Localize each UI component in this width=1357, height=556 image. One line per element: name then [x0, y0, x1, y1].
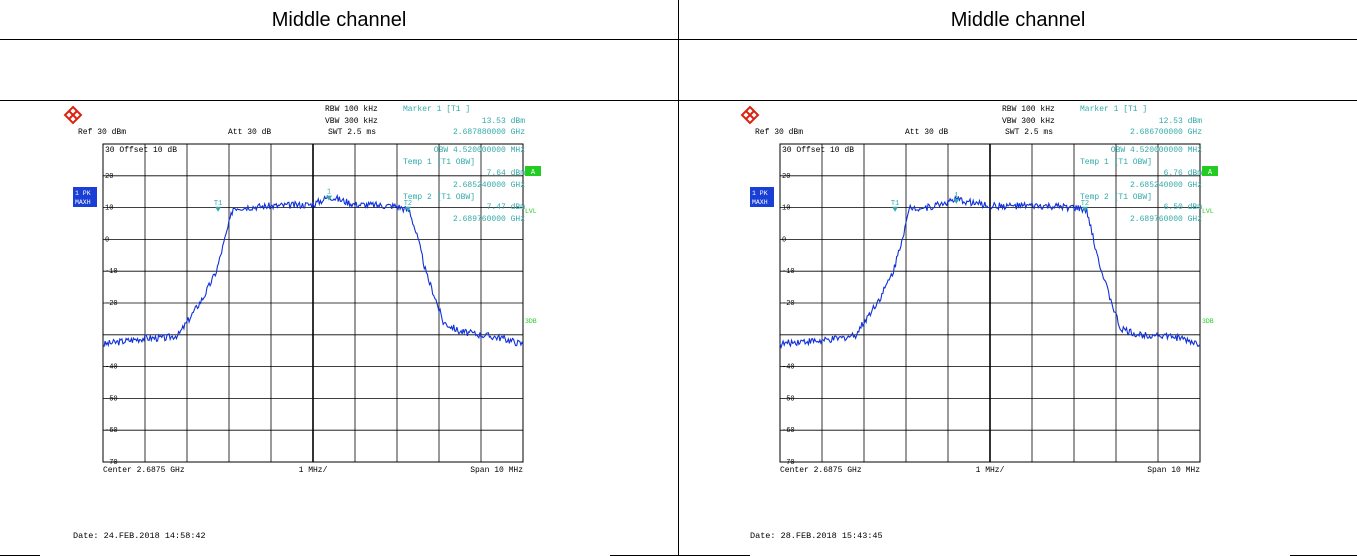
- y-tick-label: -60: [782, 427, 795, 435]
- temp1-freq: 2.685240000 GHz: [453, 181, 525, 190]
- swt-setting: SWT 2.5 ms: [1005, 128, 1053, 137]
- vbw-setting: VBW 300 kHz: [1002, 117, 1055, 126]
- spectrum-plot-right: Ref 30 dBm Att 30 dB RBW 100 kHz VBW 300 kH…: [705, 101, 1355, 556]
- marker-freq: 2.686700000 GHz: [1130, 128, 1202, 137]
- marker-triangle-icon: [892, 206, 899, 212]
- spectrum-svg: Ref 30 dBm Att 30 dB RBW 100 kHz VBW 300 kH…: [740, 105, 1218, 541]
- 3db-label: 3DB: [525, 318, 537, 325]
- y-tick-label: 20: [105, 173, 113, 181]
- temp2-freq: 2.689760000 GHz: [1130, 215, 1202, 224]
- temp1-level: 6.76 dBm: [1164, 169, 1203, 178]
- trace-badge-line1: 1 PK: [752, 190, 768, 197]
- trigger-badge-label: A: [1208, 169, 1213, 177]
- marker-label: T2: [1081, 200, 1089, 208]
- trace-badge-line2: MAXH: [75, 199, 91, 206]
- rbw-setting: RBW 100 kHz: [1002, 105, 1055, 114]
- ref-level: Ref 30 dBm: [755, 128, 803, 137]
- trigger-badge-label: A: [531, 169, 536, 177]
- header-right: Middle channel: [679, 0, 1357, 40]
- y-tick-label: 10: [105, 205, 113, 213]
- date-stamp: Date: 24.FEB.2018 14:58:42: [73, 531, 206, 541]
- y-tick-label: -40: [105, 364, 118, 372]
- plot-grid: [779, 143, 1201, 463]
- marker-label: T1: [891, 200, 899, 208]
- rs-logo-icon: [740, 105, 760, 125]
- y-tick-label: -70: [782, 459, 795, 467]
- attenuation: Att 30 dB: [228, 128, 271, 137]
- temp1-freq: 2.685240000 GHz: [1130, 181, 1202, 190]
- marker-level: 12.53 dBm: [1159, 117, 1202, 126]
- marker-triangle-icon: [953, 198, 960, 204]
- plot-grid: [102, 143, 524, 463]
- spectrum-trace: [779, 194, 1201, 350]
- temp2-title: Temp 2 [T1 OBW]: [1080, 193, 1152, 202]
- trace-badge-line2: MAXH: [752, 199, 768, 206]
- trace-badge: 1 PK MAXH: [750, 187, 774, 207]
- marker-triangle-icon: [215, 206, 222, 212]
- y-tick-label: 10: [782, 205, 790, 213]
- y-tick-label: -60: [105, 427, 118, 435]
- date-stamp: Date: 28.FEB.2018 15:43:45: [750, 531, 883, 541]
- y-tick-label: -70: [105, 459, 118, 467]
- ref-level: Ref 30 dBm: [78, 128, 126, 137]
- marker-triangle-icon: [1081, 206, 1088, 212]
- freq-per-div: 1 MHz/: [299, 466, 328, 475]
- y-tick-label: 20: [782, 173, 790, 181]
- rs-logo-icon: [63, 105, 83, 125]
- marker-label: T2: [404, 200, 412, 208]
- temp1-title: Temp 1 [T1 OBW]: [1080, 158, 1152, 167]
- swt-setting: SWT 2.5 ms: [328, 128, 376, 137]
- y-tick-label: -40: [782, 364, 795, 372]
- span-freq: Span 10 MHz: [470, 466, 523, 475]
- trace-badge-line1: 1 PK: [75, 190, 91, 197]
- temp1-level: 7.64 dBm: [487, 169, 526, 178]
- trigger-badge: A: [1202, 166, 1218, 177]
- y-tick-label: -50: [105, 395, 118, 403]
- trigger-badge: A: [525, 166, 541, 177]
- spectrum-plot-left: Ref 30 dBm Att 30 dB RBW 100 kHz VBW 300 kH…: [28, 101, 678, 556]
- vbw-setting: VBW 300 kHz: [325, 117, 378, 126]
- offset-label: 30 Offset 10 dB: [782, 146, 854, 155]
- spectrum-svg: Ref 30 dBm Att 30 dB RBW 100 kHz VBW 300 kH…: [63, 105, 541, 541]
- span-freq: Span 10 MHz: [1147, 466, 1200, 475]
- y-tick-label: -10: [105, 268, 118, 276]
- marker-label: T1: [214, 200, 222, 208]
- column-divider: [678, 0, 679, 556]
- header-left: Middle channel: [0, 0, 678, 40]
- obw-value: OBW 4.520000000 MHz: [434, 146, 525, 155]
- freq-per-div: 1 MHz/: [976, 466, 1005, 475]
- lvl-label: LVL: [1202, 208, 1214, 215]
- temp1-title: Temp 1 [T1 OBW]: [403, 158, 475, 167]
- obw-value: OBW 4.520000000 MHz: [1111, 146, 1202, 155]
- offset-label: 30 Offset 10 dB: [105, 146, 177, 155]
- marker-label: 1: [954, 192, 958, 200]
- marker-label: 1: [327, 189, 331, 197]
- y-tick-label: -50: [782, 395, 795, 403]
- temp2-freq: 2.689760000 GHz: [453, 215, 525, 224]
- temp2-level: 7.47 dBm: [487, 203, 526, 212]
- marker-triangle-icon: [325, 195, 332, 201]
- marker-title: Marker 1 [T1 ]: [1080, 105, 1147, 114]
- marker-freq: 2.687880000 GHz: [453, 128, 525, 137]
- trace-badge: 1 PK MAXH: [73, 187, 97, 207]
- center-freq: Center 2.6875 GHz: [780, 466, 862, 475]
- lvl-label: LVL: [525, 208, 537, 215]
- temp2-level: 6.50 dBm: [1164, 203, 1203, 212]
- temp2-title: Temp 2 [T1 OBW]: [403, 193, 475, 202]
- marker-triangle-icon: [404, 206, 411, 212]
- y-tick-label: -10: [782, 268, 795, 276]
- y-tick-label: 0: [105, 236, 109, 244]
- y-tick-label: 0: [782, 236, 786, 244]
- 3db-label: 3DB: [1202, 318, 1214, 325]
- row-divider: [0, 100, 1357, 101]
- center-freq: Center 2.6875 GHz: [103, 466, 185, 475]
- rbw-setting: RBW 100 kHz: [325, 105, 378, 114]
- y-tick-label: -20: [782, 300, 795, 308]
- spectrum-trace: [102, 193, 524, 348]
- y-tick-label: -20: [105, 300, 118, 308]
- marker-title: Marker 1 [T1 ]: [403, 105, 470, 114]
- attenuation: Att 30 dB: [905, 128, 948, 137]
- marker-level: 13.53 dBm: [482, 117, 525, 126]
